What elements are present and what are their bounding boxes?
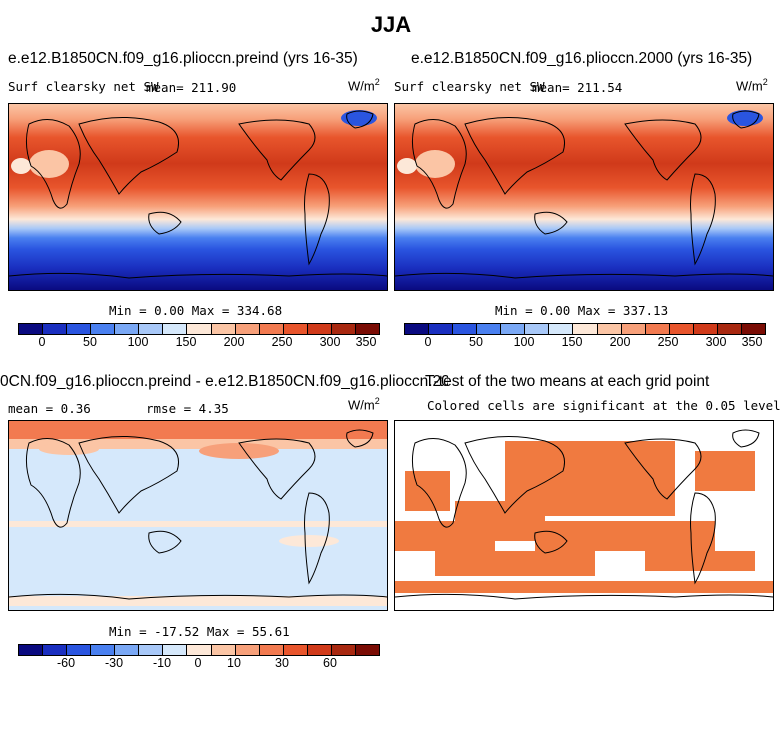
colorbar-swatch [43,645,68,655]
minmax-label: Min = 0.00 Max = 337.13 [495,303,669,318]
colorbar-swatch [67,645,92,655]
colorbar-swatch [19,645,44,655]
panel-title-difference: 0CN.f09_g16.plioccn.preind - e.e12.B1850… [0,373,448,390]
panel-title-preind: e.e12.B1850CN.f09_g16.plioccn.preind (yr… [8,50,358,67]
colorbar-2000 [404,323,766,335]
colorbar-swatch [187,645,212,655]
colorbar-tick: 200 [223,335,245,349]
colorbar-swatch [621,324,646,334]
colorbar-swatch [645,324,670,334]
colorbar-swatch [525,324,550,334]
colorbar-tick: 350 [741,335,763,349]
colorbar-preind [18,323,380,335]
colorbar-tick: -60 [56,656,76,670]
colorbar-tick: 300 [319,335,341,349]
colorbar-swatch [307,645,332,655]
colorbar-swatch [43,324,68,334]
colorbar-swatch [211,645,236,655]
units-label: W/m2 [736,77,768,94]
colorbar-swatch [355,645,379,655]
colorbar-swatch [573,324,598,334]
colorbar-swatch [211,324,236,334]
colorbar-swatch [187,324,212,334]
panel-title-2000: e.e12.B1850CN.f09_g16.plioccn.2000 (yrs … [411,50,753,67]
colorbar-tick: 250 [657,335,679,349]
map-ttest [394,420,774,611]
map-difference [8,420,388,611]
mean-label: mean= 211.90 [146,80,237,95]
colorbar-tick: 50 [83,335,97,349]
colorbar-tick: 30 [275,656,289,670]
colorbar-swatch [115,645,140,655]
map-2000 [394,103,774,291]
mean-label: mean= 211.54 [532,80,623,95]
colorbar-swatch [355,324,379,334]
colorbar-swatch [429,324,454,334]
colorbar-tick: -10 [152,656,172,670]
figure-title: JJA [370,12,412,37]
colorbar-tick: 300 [705,335,727,349]
map-preind [8,103,388,291]
minmax-label: Min = 0.00 Max = 334.68 [109,303,283,318]
colorbar-swatch [235,324,260,334]
colorbar-swatch [477,324,502,334]
colorbar-tick: 0 [194,656,202,670]
variable-label: Surf clearsky net SW [394,79,545,94]
colorbar-swatch [331,324,356,334]
colorbar-swatch [405,324,430,334]
colorbar-swatch [139,645,164,655]
ttest-subtitle: Colored cells are significant at the 0.0… [427,398,781,413]
colorbar-swatch [67,324,92,334]
diff-minmax-label: Min = -17.52 Max = 55.61 [109,624,290,639]
colorbar-tick: -30 [104,656,124,670]
colorbar-tick: 0 [424,335,432,349]
colorbar-swatch [259,324,284,334]
colorbar-swatch [163,324,188,334]
colorbar-swatch [741,324,765,334]
colorbar-swatch [501,324,526,334]
colorbar-ticks: -60 -30 -10 0 10 30 60 [18,656,378,672]
colorbar-swatch [669,324,694,334]
colorbar-swatch [19,324,44,334]
colorbar-swatch [139,324,164,334]
colorbar-tick: 350 [355,335,377,349]
units-label: W/m2 [348,396,380,413]
colorbar-tick: 100 [127,335,149,349]
colorbar-swatch [235,645,260,655]
diff-rmse-label: rmse = 4.35 [146,401,229,416]
colorbar-swatch [283,324,308,334]
colorbar-swatch [163,645,188,655]
colorbar-tick: 50 [469,335,483,349]
significant-cells [395,441,773,593]
colorbar-swatch [549,324,574,334]
colorbar-swatch [453,324,478,334]
colorbar-tick: 150 [561,335,583,349]
colorbar-swatch [307,324,332,334]
colorbar-tick: 10 [227,656,241,670]
colorbar-tick: 0 [38,335,46,349]
colorbar-swatch [259,645,284,655]
colorbar-swatch [91,324,116,334]
colorbar-swatch [597,324,622,334]
diff-mean-label: mean = 0.36 [8,401,91,416]
colorbar-difference [18,644,380,656]
colorbar-tick: 250 [271,335,293,349]
colorbar-swatch [283,645,308,655]
colorbar-swatch [115,324,140,334]
colorbar-tick: 200 [609,335,631,349]
colorbar-tick: 100 [513,335,535,349]
units-label: W/m2 [348,77,380,94]
colorbar-swatch [331,645,356,655]
colorbar-swatch [693,324,718,334]
panel-title-ttest: T-test of the two means at each grid poi… [425,373,710,390]
colorbar-ticks: 0 50 100 150 200 250 300 350 [18,335,378,351]
variable-label: Surf clearsky net SW [8,79,159,94]
colorbar-swatch [91,645,116,655]
colorbar-swatch [717,324,742,334]
colorbar-tick: 60 [323,656,337,670]
colorbar-ticks: 0 50 100 150 200 250 300 350 [404,335,764,351]
colorbar-tick: 150 [175,335,197,349]
